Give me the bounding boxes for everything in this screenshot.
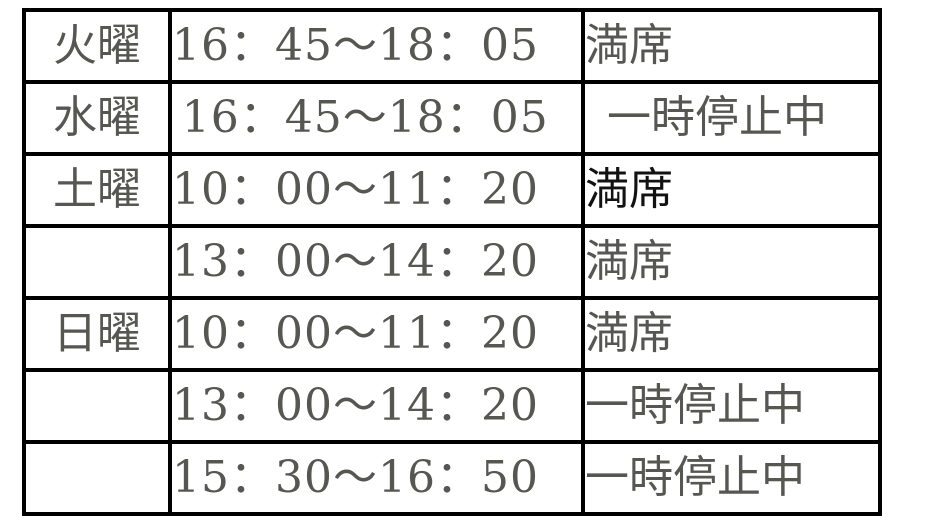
table-row: 13：00～14：20 満席	[22, 224, 882, 300]
time-cell: 10：00～11：20	[168, 296, 585, 372]
schedule-table: 火曜 16：45～18：05 満席 水曜 16：45～18：05 一時停止中 土…	[22, 8, 882, 516]
day-cell: 土曜	[22, 152, 172, 228]
table-row: 13：00～14：20 一時停止中	[22, 368, 882, 444]
time-cell: 16：45～18：05	[168, 80, 585, 156]
time-cell: 13：00～14：20	[168, 368, 585, 444]
table-row: 水曜 16：45～18：05 一時停止中	[22, 80, 882, 156]
time-cell: 15：30～16：50	[168, 440, 585, 516]
status-cell: 満席	[581, 296, 882, 372]
day-cell: 水曜	[22, 80, 172, 156]
status-cell: 満席	[581, 8, 882, 84]
status-cell: 一時停止中	[581, 440, 882, 516]
schedule-table-container: 火曜 16：45～18：05 満席 水曜 16：45～18：05 一時停止中 土…	[22, 8, 882, 516]
table-row: 日曜 10：00～11：20 満席	[22, 296, 882, 372]
status-cell: 一時停止中	[581, 80, 882, 156]
day-cell	[22, 440, 172, 516]
day-cell	[22, 224, 172, 300]
status-cell: 満席	[581, 224, 882, 300]
day-cell: 日曜	[22, 296, 172, 372]
status-cell: 一時停止中	[581, 368, 882, 444]
day-cell	[22, 368, 172, 444]
time-cell: 16：45～18：05	[168, 8, 585, 84]
status-cell: 満席	[581, 152, 882, 228]
table-row: 火曜 16：45～18：05 満席	[22, 8, 882, 84]
day-cell: 火曜	[22, 8, 172, 84]
time-cell: 10：00～11：20	[168, 152, 585, 228]
table-row: 15：30～16：50 一時停止中	[22, 440, 882, 516]
time-cell: 13：00～14：20	[168, 224, 585, 300]
table-row: 土曜 10：00～11：20 満席	[22, 152, 882, 228]
